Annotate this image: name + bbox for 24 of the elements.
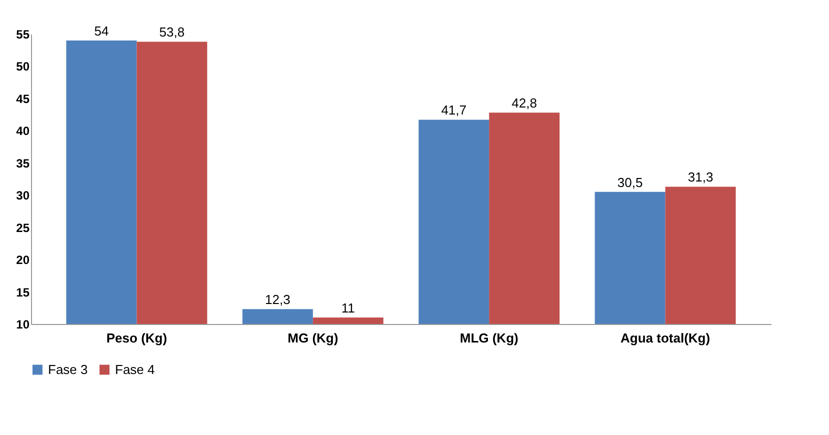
- x-tick-label: Peso (Kg): [106, 330, 168, 346]
- data-label: 12,3: [265, 292, 290, 308]
- y-tick-label: 25: [16, 220, 30, 235]
- data-label: 42,8: [512, 96, 537, 111]
- data-label: 54: [94, 23, 109, 38]
- x-tick-label: Agua total(Kg): [620, 330, 710, 346]
- y-tick-label: 50: [16, 60, 30, 74]
- y-tick-label: 40: [16, 124, 30, 138]
- y-tick-label: 35: [16, 156, 30, 170]
- y-tick-label: 20: [16, 253, 30, 268]
- y-tick-label: 10: [16, 318, 30, 332]
- y-tick-label: 15: [16, 285, 30, 300]
- data-label: 11: [341, 300, 355, 316]
- y-tick-label: 30: [16, 188, 30, 203]
- x-tick-label: MLG (Kg): [460, 330, 518, 346]
- y-tick-label: 55: [16, 28, 30, 42]
- y-tick-label: 45: [16, 92, 30, 106]
- data-label: 53,8: [159, 24, 185, 40]
- data-label: 41,7: [441, 102, 467, 118]
- legend-label: Fase 3: [48, 362, 88, 377]
- legend-label: Fase 4: [115, 362, 155, 377]
- x-tick-label: MG (Kg): [288, 330, 338, 346]
- data-label: 30,5: [617, 174, 643, 190]
- data-label: 31,3: [688, 170, 714, 185]
